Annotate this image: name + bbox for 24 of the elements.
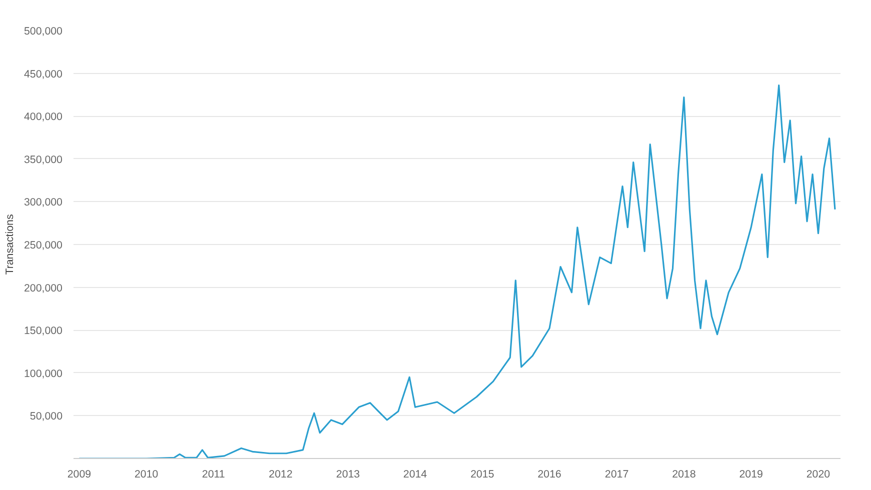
y-tick-label: 250,000 [24, 240, 63, 252]
line-series [78, 84, 836, 458]
y-tick-label: 150,000 [24, 325, 63, 338]
x-tick-label: 2013 [336, 468, 360, 480]
y-tick-label: 500,000 [24, 26, 63, 38]
x-tick-label: 2015 [470, 468, 494, 480]
x-tick-label: 2020 [806, 468, 830, 480]
y-tick-label: 300,000 [24, 196, 63, 209]
x-tick-label: 2009 [67, 468, 92, 480]
x-tick-label: 2019 [739, 468, 764, 480]
y-tick-label: 450,000 [24, 68, 63, 80]
y-tick-label: 400,000 [24, 111, 63, 124]
x-tick-label: 2014 [403, 468, 428, 480]
x-tick-label: 2017 [604, 468, 629, 480]
x-tick-label: 2018 [672, 468, 696, 480]
x-tick-label: 2010 [134, 468, 158, 480]
x-tick-label: 2016 [538, 468, 562, 480]
y-axis-title: Transactions [4, 214, 16, 275]
x-tick-label: 2011 [202, 468, 226, 480]
y-tick-label: 50,000 [30, 410, 63, 423]
x-tick-label: 2012 [268, 468, 293, 480]
y-tick-label: 350,000 [24, 154, 63, 166]
y-tick-label: 100,000 [24, 368, 63, 380]
y-tick-label: 200,000 [24, 282, 63, 294]
